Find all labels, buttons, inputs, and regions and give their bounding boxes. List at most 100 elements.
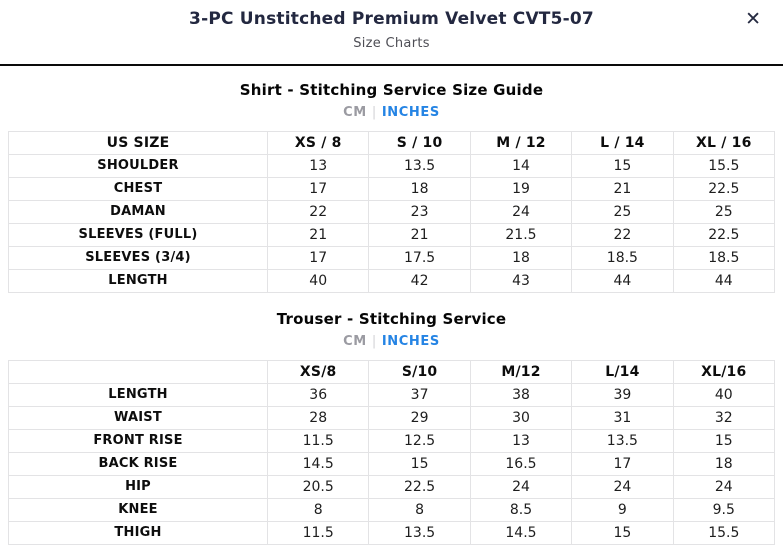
row-label: FRONT RISE — [8, 429, 268, 453]
shirt-header-row: US SIZE XS / 8 S / 10 M / 12 L / 14 XL /… — [8, 131, 776, 155]
size-value: 22 — [571, 223, 674, 247]
row-label: LENGTH — [8, 383, 268, 407]
size-value: 44 — [672, 269, 776, 293]
product-title: 3-PC Unstitched Premium Velvet CVT5-07 — [189, 9, 594, 29]
size-value: 18.5 — [571, 246, 674, 270]
size-value: 24 — [469, 200, 573, 224]
table-row: KNEE 8 8 8.5 9 9.5 — [8, 498, 776, 522]
size-value: 38 — [469, 383, 573, 407]
table-row: CHEST 17 18 19 21 22.5 — [8, 177, 776, 201]
size-value: 18.5 — [672, 246, 776, 270]
size-value: 44 — [571, 269, 674, 293]
size-value: 24 — [571, 475, 674, 499]
size-value: 14 — [469, 154, 573, 178]
size-value: 21 — [571, 177, 674, 201]
modal-header: 3-PC Unstitched Premium Velvet CVT5-07 S… — [0, 0, 783, 53]
column-header: S/10 — [368, 360, 471, 384]
column-header: XL/16 — [672, 360, 776, 384]
size-value: 11.5 — [266, 429, 370, 453]
size-value: 17 — [571, 452, 674, 476]
table-row: SLEEVES (FULL) 21 21 21.5 22 22.5 — [8, 223, 776, 247]
trouser-unit-toggle: CM | INCHES — [0, 333, 783, 351]
row-label: HIP — [8, 475, 268, 499]
row-label: KNEE — [8, 498, 268, 522]
size-value: 8 — [266, 498, 370, 522]
size-value: 17 — [266, 246, 370, 270]
trouser-size-table: XS/8 S/10 M/12 L/14 XL/16 LENGTH 36 37 3… — [8, 360, 776, 545]
size-value: 23 — [368, 200, 471, 224]
row-label: WAIST — [8, 406, 268, 430]
column-header: L / 14 — [571, 131, 674, 155]
table-row: SHOULDER 13 13.5 14 15 15.5 — [8, 154, 776, 178]
size-value: 9 — [571, 498, 674, 522]
size-value: 24 — [672, 475, 776, 499]
size-value: 25 — [571, 200, 674, 224]
shirt-section-title: Shirt - Stitching Service Size Guide — [239, 81, 544, 99]
column-header: XS/8 — [266, 360, 370, 384]
table-row: LENGTH 40 42 43 44 44 — [8, 269, 776, 293]
column-header: M / 12 — [469, 131, 573, 155]
column-header: XS / 8 — [266, 131, 370, 155]
row-label: THIGH — [8, 521, 268, 545]
unit-toggle-separator: | — [371, 334, 377, 349]
size-value: 15.5 — [672, 521, 776, 545]
size-value: 31 — [571, 406, 674, 430]
size-value: 15.5 — [672, 154, 776, 178]
size-value: 16.5 — [469, 452, 573, 476]
size-value: 25 — [672, 200, 776, 224]
size-value: 42 — [368, 269, 471, 293]
size-value: 29 — [368, 406, 471, 430]
row-label: DAMAN — [8, 200, 268, 224]
column-header: S / 10 — [368, 131, 471, 155]
size-value: 12.5 — [368, 429, 471, 453]
header-divider — [0, 64, 783, 66]
size-value: 13 — [469, 429, 573, 453]
size-value: 15 — [368, 452, 471, 476]
size-value: 21.5 — [469, 223, 573, 247]
size-value: 15 — [571, 154, 674, 178]
size-value: 8 — [368, 498, 471, 522]
column-header: L/14 — [571, 360, 674, 384]
inches-toggle[interactable]: INCHES — [381, 334, 440, 349]
size-value: 19 — [469, 177, 573, 201]
table-row: HIP 20.5 22.5 24 24 24 — [8, 475, 776, 499]
size-value: 22.5 — [368, 475, 471, 499]
row-label: SLEEVES (3/4) — [8, 246, 268, 270]
column-header: XL / 16 — [672, 131, 776, 155]
shirt-size-table: US SIZE XS / 8 S / 10 M / 12 L / 14 XL /… — [8, 131, 776, 293]
cm-toggle[interactable]: CM — [343, 334, 367, 349]
size-value: 36 — [266, 383, 370, 407]
size-value: 8.5 — [469, 498, 573, 522]
cm-toggle[interactable]: CM — [343, 105, 367, 120]
column-header: M/12 — [469, 360, 573, 384]
table-row: DAMAN 22 23 24 25 25 — [8, 200, 776, 224]
size-value: 13.5 — [368, 521, 471, 545]
size-value: 15 — [571, 521, 674, 545]
size-value: 13.5 — [571, 429, 674, 453]
table-row: WAIST 28 29 30 31 32 — [8, 406, 776, 430]
row-label: CHEST — [8, 177, 268, 201]
trouser-header-row: XS/8 S/10 M/12 L/14 XL/16 — [8, 360, 776, 384]
size-value: 13 — [266, 154, 370, 178]
size-value: 24 — [469, 475, 573, 499]
size-value: 9.5 — [672, 498, 776, 522]
table-row: SLEEVES (3/4) 17 17.5 18 18.5 18.5 — [8, 246, 776, 270]
close-icon[interactable]: ✕ — [745, 8, 761, 30]
size-value: 21 — [368, 223, 471, 247]
size-value: 39 — [571, 383, 674, 407]
inches-toggle[interactable]: INCHES — [381, 105, 440, 120]
size-value: 17.5 — [368, 246, 471, 270]
row-label: SHOULDER — [8, 154, 268, 178]
size-value: 18 — [368, 177, 471, 201]
row-label: BACK RISE — [8, 452, 268, 476]
size-value: 13.5 — [368, 154, 471, 178]
trouser-section-title: Trouser - Stitching Service — [276, 310, 507, 328]
size-value: 18 — [469, 246, 573, 270]
row-label: SLEEVES (FULL) — [8, 223, 268, 247]
size-value: 22.5 — [672, 223, 776, 247]
table-row: BACK RISE 14.5 15 16.5 17 18 — [8, 452, 776, 476]
size-value: 18 — [672, 452, 776, 476]
size-value: 22.5 — [672, 177, 776, 201]
table-row: THIGH 11.5 13.5 14.5 15 15.5 — [8, 521, 776, 545]
